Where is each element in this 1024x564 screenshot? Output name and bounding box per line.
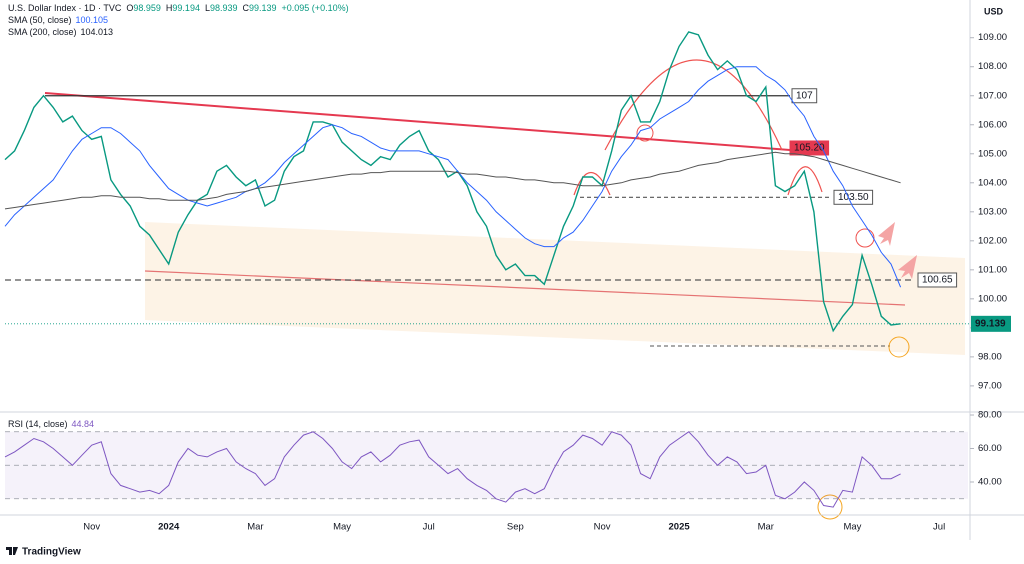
x-tick-label: Jul <box>423 522 435 533</box>
y-tick-label: 40.00 <box>978 477 1002 488</box>
arrow <box>878 222 895 246</box>
y-tick-label: 60.00 <box>978 443 1002 454</box>
x-tick-label: 2024 <box>158 522 180 533</box>
indicator-line <box>4 431 901 508</box>
channel <box>145 222 965 355</box>
legend-item: SMA (50, close) 100.105 <box>8 15 108 25</box>
x-tick-label: Sep <box>507 522 524 533</box>
x-tick-label: May <box>333 522 351 533</box>
currency: USD <box>984 6 1004 16</box>
y-tick-label: 109.00 <box>978 32 1007 43</box>
arc <box>787 166 823 196</box>
trend-line <box>44 92 791 151</box>
y-tick-label: 106.00 <box>978 119 1007 130</box>
ohlc-key: O <box>126 3 133 13</box>
rsi-value: 44.84 <box>72 419 95 429</box>
level-label: 105.20 <box>794 143 825 154</box>
price-line <box>4 31 901 333</box>
brand: TradingView <box>22 547 81 558</box>
y-tick-label: 80.00 <box>978 410 1002 421</box>
level-label: 103.50 <box>838 192 869 203</box>
ohlc-key: L <box>205 3 210 13</box>
legend-name: SMA (50, close) <box>8 15 72 25</box>
x-tick-label: Mar <box>247 522 263 533</box>
circle-marker <box>855 228 875 248</box>
x-tick-label: Mar <box>758 522 774 533</box>
arc <box>573 172 611 196</box>
ohlc-key: H <box>166 3 173 13</box>
ohlc-value: 98.959 <box>133 3 161 13</box>
circle-marker <box>817 494 843 520</box>
y-tick-label: 101.00 <box>978 264 1007 275</box>
arc <box>604 59 783 151</box>
x-tick-label: Nov <box>594 522 611 533</box>
legend-name: SMA (200, close) <box>8 27 77 37</box>
symbol-title: U.S. Dollar Index · 1D · TVC <box>8 3 122 13</box>
indicator-line <box>4 151 901 210</box>
channel-line <box>144 270 906 306</box>
rsi-legend: RSI (14, close) 44.84 <box>8 419 94 429</box>
rsi-title: RSI (14, close) <box>8 419 68 429</box>
ohlc-value: 99.194 <box>172 3 200 13</box>
legend-value: 104.013 <box>81 27 114 37</box>
x-tick-label: Nov <box>83 522 100 533</box>
indicator-line <box>4 66 902 288</box>
last-price-box <box>971 315 1011 332</box>
legend-value: 100.105 <box>76 15 109 25</box>
y-tick-label: 98.00 <box>978 351 1002 362</box>
legend-item: SMA (200, close) 104.013 <box>8 27 113 37</box>
level-box <box>833 189 874 205</box>
level-label: 100.65 <box>922 275 953 286</box>
last-price-label: 99.139 <box>975 318 1006 329</box>
brand-logo <box>6 547 18 555</box>
ohlc-key: C <box>243 3 250 13</box>
change: +0.095 (+0.10%) <box>282 3 349 13</box>
level-box <box>791 88 818 104</box>
level-box <box>917 272 958 288</box>
circle-marker <box>888 336 910 358</box>
y-tick-label: 102.00 <box>978 235 1007 246</box>
arrow <box>898 255 917 279</box>
x-tick-label: May <box>843 522 861 533</box>
y-tick-label: 105.00 <box>978 148 1007 159</box>
y-tick-label: 107.00 <box>978 90 1007 101</box>
ohlc-value: 99.139 <box>249 3 277 13</box>
y-tick-label: 108.00 <box>978 61 1007 72</box>
y-tick-label: 97.00 <box>978 380 1002 391</box>
circle-marker <box>636 124 654 142</box>
ohlc-value: 98.939 <box>210 3 238 13</box>
legend-header: U.S. Dollar Index · 1D · TVC O98.959 H99.1… <box>8 3 349 13</box>
y-tick-label: 104.00 <box>978 177 1007 188</box>
y-tick-label: 103.00 <box>978 206 1007 217</box>
x-tick-label: Jul <box>933 522 945 533</box>
level-label: 107 <box>796 90 813 101</box>
x-tick-label: 2025 <box>669 522 691 533</box>
y-tick-label: 100.00 <box>978 293 1007 304</box>
